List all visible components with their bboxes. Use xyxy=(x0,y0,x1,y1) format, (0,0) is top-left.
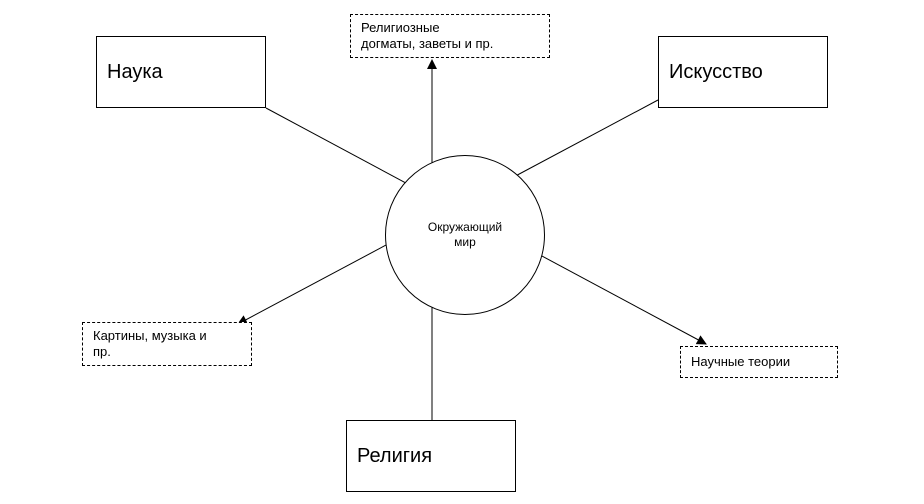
node-label-dogmas: Религиозные догматы, заветы и пр. xyxy=(361,20,493,53)
node-label-science: Наука xyxy=(107,60,163,85)
node-theories: Научные теории xyxy=(680,346,838,378)
node-art: Искусство xyxy=(658,36,828,108)
node-label-center: Окружающий мир xyxy=(428,220,502,250)
diagram-stage: { "diagram": { "type": "network", "canva… xyxy=(0,0,924,504)
node-label-paintings: Картины, музыка и пр. xyxy=(93,328,207,361)
node-religion: Религия xyxy=(346,420,516,492)
node-paintings: Картины, музыка и пр. xyxy=(82,322,252,366)
node-dogmas: Религиозные догматы, заветы и пр. xyxy=(350,14,550,58)
node-label-religion: Религия xyxy=(357,444,432,469)
node-label-art: Искусство xyxy=(669,60,763,85)
node-label-theories: Научные теории xyxy=(691,354,790,370)
node-center: Окружающий мир xyxy=(385,155,545,315)
node-science: Наука xyxy=(96,36,266,108)
